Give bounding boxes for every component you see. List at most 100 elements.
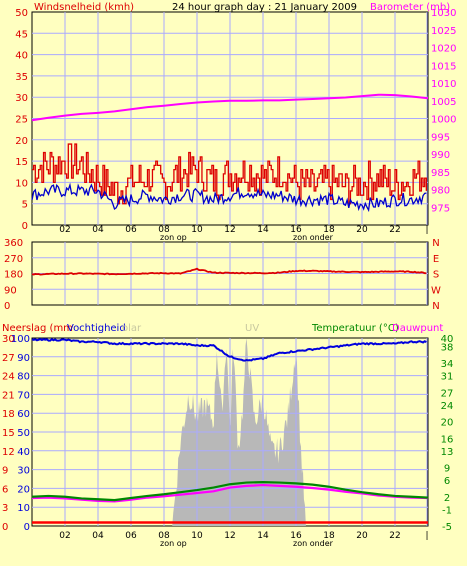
- x-tick-label: 12: [224, 531, 235, 541]
- temperature-line: [31, 481, 429, 502]
- direction-tick-label: 180: [4, 270, 23, 281]
- x-tick-label: 10: [191, 531, 203, 541]
- rain-tick-label: 6: [2, 484, 8, 495]
- humidity-temp-series: [31, 337, 429, 524]
- temperature-tick-label: 38: [441, 342, 454, 353]
- x-tick-label: 18: [323, 531, 335, 541]
- x-tick-label: 04: [92, 531, 104, 541]
- temperature-tick-label: 16: [441, 434, 454, 445]
- temperature-tick-label: 20: [441, 418, 454, 429]
- humidity-tick-label: 80: [17, 372, 30, 383]
- humidity-axis-title: Vochtigheid: [67, 323, 126, 334]
- temperature-tick-label: 9: [444, 464, 450, 475]
- x-tick-label: 18: [323, 225, 335, 235]
- barometer-tick-label: 990: [431, 150, 450, 161]
- temperature-tick-label: 27: [441, 388, 454, 399]
- barometer-line: [31, 93, 429, 122]
- humidity-tick-label: 90: [17, 353, 30, 364]
- wind-tick-label: 40: [15, 51, 28, 62]
- direction-tick-label: 90: [4, 285, 17, 296]
- humidity-tick-label: 70: [17, 390, 30, 401]
- wind-tick-label: 5: [22, 200, 28, 211]
- rain-tick-label: 27: [2, 353, 15, 364]
- rain-tick-label: 9: [2, 466, 8, 477]
- barometer-axis-labels: 975 980 985 990 995 1000 1005 1010 1015 1020 1025 1…: [431, 8, 456, 214]
- x-tick-label: 22: [389, 531, 400, 541]
- humidity-axis-labels: 0 3 6 9 12 15 18 21 24 27 30 0 10 20 30 40 50 60 70 80 90 100: [2, 334, 30, 533]
- humidity-tick-label: 30: [17, 466, 30, 477]
- x-tick-label: 20: [356, 225, 368, 235]
- direction-series: [31, 267, 427, 276]
- temperature-tick-label: 2: [444, 493, 450, 504]
- direction-tick-label: 270: [4, 254, 23, 265]
- x-tick-label: 04: [92, 225, 104, 235]
- x-tick-label: 14: [257, 531, 269, 541]
- barometer-tick-label: 1025: [431, 26, 456, 37]
- direction-axis-labels: 0 90 180 270 360: [4, 238, 23, 312]
- humidity-tick-label: 10: [17, 503, 30, 514]
- x-tick-label: 08: [158, 225, 170, 235]
- wind-tick-label: 15: [15, 157, 28, 168]
- solar-area: [172, 338, 306, 526]
- barometer-tick-label: 1010: [431, 79, 456, 90]
- barometer-tick-label: 975: [431, 203, 450, 214]
- sunset-label-top: zon onder: [293, 233, 334, 242]
- compass-tick-label: N: [432, 238, 439, 249]
- temperature-tick-label: 24: [441, 401, 454, 412]
- x-tick-label: |: [425, 225, 428, 235]
- rain-tick-label: 12: [2, 447, 15, 458]
- wind-tick-label: 20: [15, 136, 28, 147]
- humidity-x-labels: 02 04 06 08 10 12 14 16 18 20 22 |: [59, 531, 428, 541]
- wind-axis-labels: 0 5 10 15 20 25 30 35 40 45 50: [15, 8, 28, 232]
- temperature-axis-title: Temperatuur (°C): [311, 323, 399, 334]
- temperature-tick-label: 40: [441, 334, 454, 345]
- compass-tick-label: S: [433, 270, 439, 281]
- x-tick-label: 02: [59, 225, 70, 235]
- barometer-tick-label: 1005: [431, 97, 456, 108]
- x-tick-label: 06: [125, 225, 137, 235]
- barometer-tick-label: 1030: [431, 8, 456, 19]
- wind-tick-label: 45: [15, 29, 28, 40]
- humidity-line: [31, 337, 427, 362]
- temperature-tick-label: 13: [441, 447, 454, 458]
- x-tick-label: 02: [59, 531, 70, 541]
- dewpoint-line: [31, 483, 429, 503]
- rain-tick-label: 15: [2, 428, 15, 439]
- direction-tick-label: 0: [4, 301, 10, 312]
- x-tick-label: 08: [158, 531, 170, 541]
- rain-tick-label: 0: [2, 522, 8, 533]
- sunset-label-bottom: zon onder: [293, 539, 334, 548]
- temperature-tick-label: 31: [441, 372, 454, 383]
- humidity-tick-label: 60: [17, 409, 30, 420]
- wind-x-labels: 02 04 06 08 10 12 14 16 18 20 22 |: [59, 225, 428, 235]
- x-tick-label: 12: [224, 225, 235, 235]
- x-tick-label: 20: [356, 531, 368, 541]
- humidity-grid: [32, 338, 428, 526]
- compass-tick-label: W: [431, 285, 441, 296]
- rain-tick-label: 3: [2, 503, 8, 514]
- x-tick-label: 10: [191, 225, 203, 235]
- temperature-tick-label: -5: [442, 522, 452, 533]
- compass-tick-label: E: [433, 254, 439, 265]
- barometer-tick-label: 980: [431, 186, 450, 197]
- x-tick-label: 22: [389, 225, 400, 235]
- humidity-tick-label: 100: [11, 334, 30, 345]
- x-tick-label: |: [425, 531, 428, 541]
- sunrise-label-top: zon op: [160, 233, 187, 242]
- solar-radiation-area: [172, 338, 306, 526]
- barometer-tick-label: 1015: [431, 61, 456, 72]
- wind-tick-label: 25: [15, 115, 28, 126]
- panel-humidity-temperature: 0369121518212427300102030405060708090100…: [2, 334, 453, 541]
- direction-tick-label: 360: [4, 238, 23, 249]
- rain-tick-label: 21: [2, 390, 15, 401]
- barometer-axis-title: Barometer (mb): [370, 2, 450, 13]
- temperature-tick-label: -1: [442, 505, 452, 516]
- wind-tick-label: 50: [15, 8, 28, 19]
- x-tick-label: 06: [125, 531, 137, 541]
- humidity-tick-label: 50: [17, 428, 30, 439]
- x-tick-label: 16: [290, 531, 302, 541]
- barometer-tick-label: 1000: [431, 115, 456, 126]
